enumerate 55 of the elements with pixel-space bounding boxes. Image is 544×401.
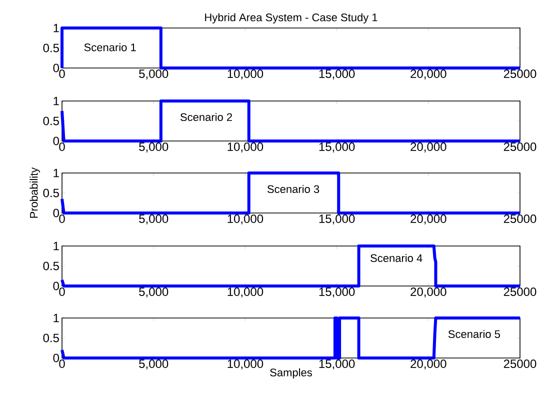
x-tick-label: 5,000 (139, 214, 168, 224)
x-tick-label: 25000 (504, 214, 536, 224)
y-axis-title: Probability (30, 167, 40, 218)
y-tick-label: 1 (54, 96, 59, 106)
x-tick-label: 20,000 (410, 214, 446, 224)
y-tick-label: 0 (53, 136, 60, 146)
x-tick-label: 20,000 (410, 142, 446, 152)
x-tick-label: 0 (59, 360, 65, 368)
x-tick-label: 20,000 (410, 70, 446, 80)
x-tick-label: 20,000 (410, 360, 446, 370)
y-tick-label: 0.5 (43, 116, 59, 126)
x-tick-label: 0 (59, 288, 65, 296)
x-tick-label: 15,000 (319, 142, 355, 152)
x-tick-label: 25000 (504, 142, 536, 152)
x-tick-label: 15,000 (319, 360, 355, 370)
y-tick-label: 0 (53, 208, 60, 218)
x-tick-label: 0 (59, 142, 65, 152)
x-tick-label: 5,000 (139, 70, 168, 80)
y-tick-label: 1 (54, 242, 59, 250)
x-tick-label: 20,000 (410, 288, 446, 298)
x-tick-label: 5,000 (139, 288, 168, 298)
x-tick-label: 5,000 (139, 360, 168, 370)
chart-title: Hybrid Area System - Case Study 1 (205, 13, 378, 24)
y-tick-label: 0.5 (43, 188, 59, 198)
x-tick-label: 10,000 (228, 142, 264, 152)
line-series (60, 244, 522, 288)
annotation: Scenario 5 (448, 330, 500, 338)
y-tick-label: 0.5 (43, 262, 59, 270)
annotation: Scenario 3 (268, 184, 320, 194)
x-tick-label: 15,000 (319, 70, 355, 80)
x-tick-label: 0 (59, 70, 65, 78)
y-tick-label: 1 (54, 24, 59, 32)
x-tick-label: 10,000 (228, 214, 264, 224)
x-tick-label: 25000 (504, 70, 536, 78)
y-tick-label: 0 (53, 282, 60, 290)
y-tick-label: 0.5 (43, 334, 59, 342)
x-tick-label: 25000 (504, 288, 536, 296)
annotation: Scenario 4 (370, 254, 422, 262)
y-tick-label: 0 (53, 64, 60, 72)
line-series (60, 316, 522, 360)
x-tick-label: 25000 (504, 360, 536, 368)
y-tick-label: 0.5 (43, 44, 59, 52)
x-axis-title: Samples (270, 368, 312, 379)
x-tick-label: 10,000 (228, 288, 264, 298)
y-tick-label: 0 (53, 354, 60, 362)
annotation: Scenario 2 (180, 112, 232, 122)
annotation: Scenario 1 (84, 43, 136, 52)
x-tick-label: 5,000 (139, 142, 168, 152)
x-tick-label: 15,000 (319, 214, 355, 224)
y-tick-label: 1 (54, 168, 59, 178)
y-tick-label: 1 (54, 314, 59, 322)
x-tick-label: 15,000 (319, 288, 355, 298)
x-tick-label: 10,000 (228, 360, 264, 370)
x-tick-label: 10,000 (228, 70, 264, 80)
x-tick-label: 0 (59, 214, 65, 224)
